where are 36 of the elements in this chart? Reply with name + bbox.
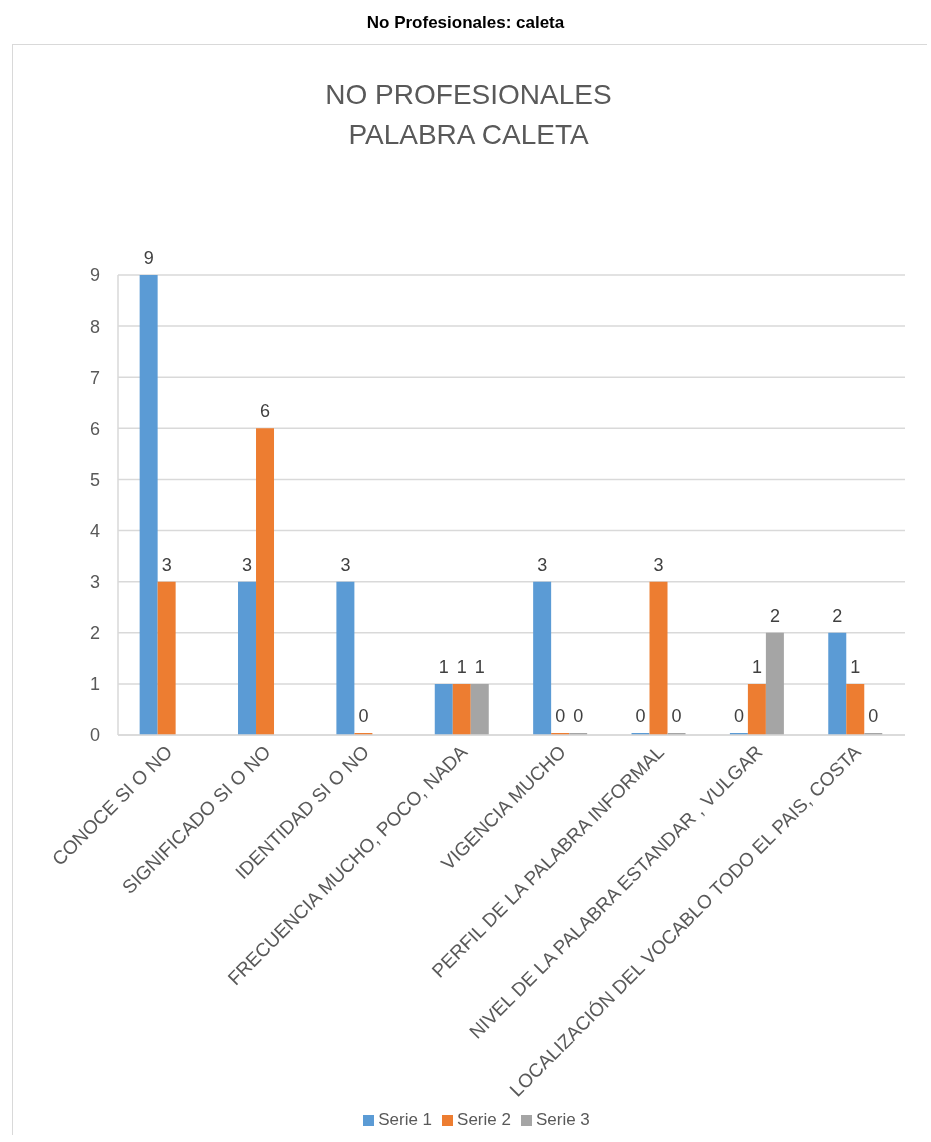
data-label: 0 [573, 706, 584, 726]
data-label: 2 [832, 605, 843, 626]
y-tick-label: 8 [89, 316, 100, 337]
y-tick-label: 5 [89, 469, 100, 490]
data-label: 0 [733, 706, 744, 726]
y-tick-label: 4 [89, 520, 100, 541]
data-label: 1 [850, 656, 861, 677]
data-label: 1 [751, 656, 762, 677]
data-label: 0 [671, 706, 682, 726]
data-label: 9 [143, 248, 154, 268]
chart-title: No Profesionales: caleta [365, 12, 566, 34]
data-label: 3 [161, 554, 172, 575]
data-label: 0 [555, 706, 566, 726]
data-label: 0 [868, 706, 879, 726]
y-tick-label: 0 [89, 725, 100, 746]
data-label: 6 [260, 401, 271, 422]
data-label: 3 [242, 554, 253, 575]
y-tick-label: 3 [89, 572, 100, 593]
data-label: 3 [537, 554, 548, 575]
data-label: 1 [456, 656, 467, 677]
data-label: 1 [438, 656, 449, 677]
data-label: 2 [769, 605, 780, 626]
y-tick-label: 1 [89, 674, 100, 695]
legend-label: Serie 3 [535, 1110, 590, 1129]
chart-subtitle: NO PROFESIONALES PALABRA CALETA [324, 78, 613, 152]
y-tick-label: 2 [89, 623, 100, 644]
y-tick-label: 6 [89, 418, 100, 439]
data-label: 1 [474, 656, 485, 677]
data-label: 3 [340, 554, 351, 575]
data-label: 0 [635, 706, 646, 726]
legend-label: Serie 1 [378, 1110, 433, 1129]
legend-label: Serie 2 [457, 1110, 511, 1129]
data-label: 0 [358, 706, 369, 726]
data-label: 3 [653, 554, 664, 575]
y-tick-label: 7 [89, 367, 100, 388]
y-tick-label: 9 [89, 265, 100, 286]
